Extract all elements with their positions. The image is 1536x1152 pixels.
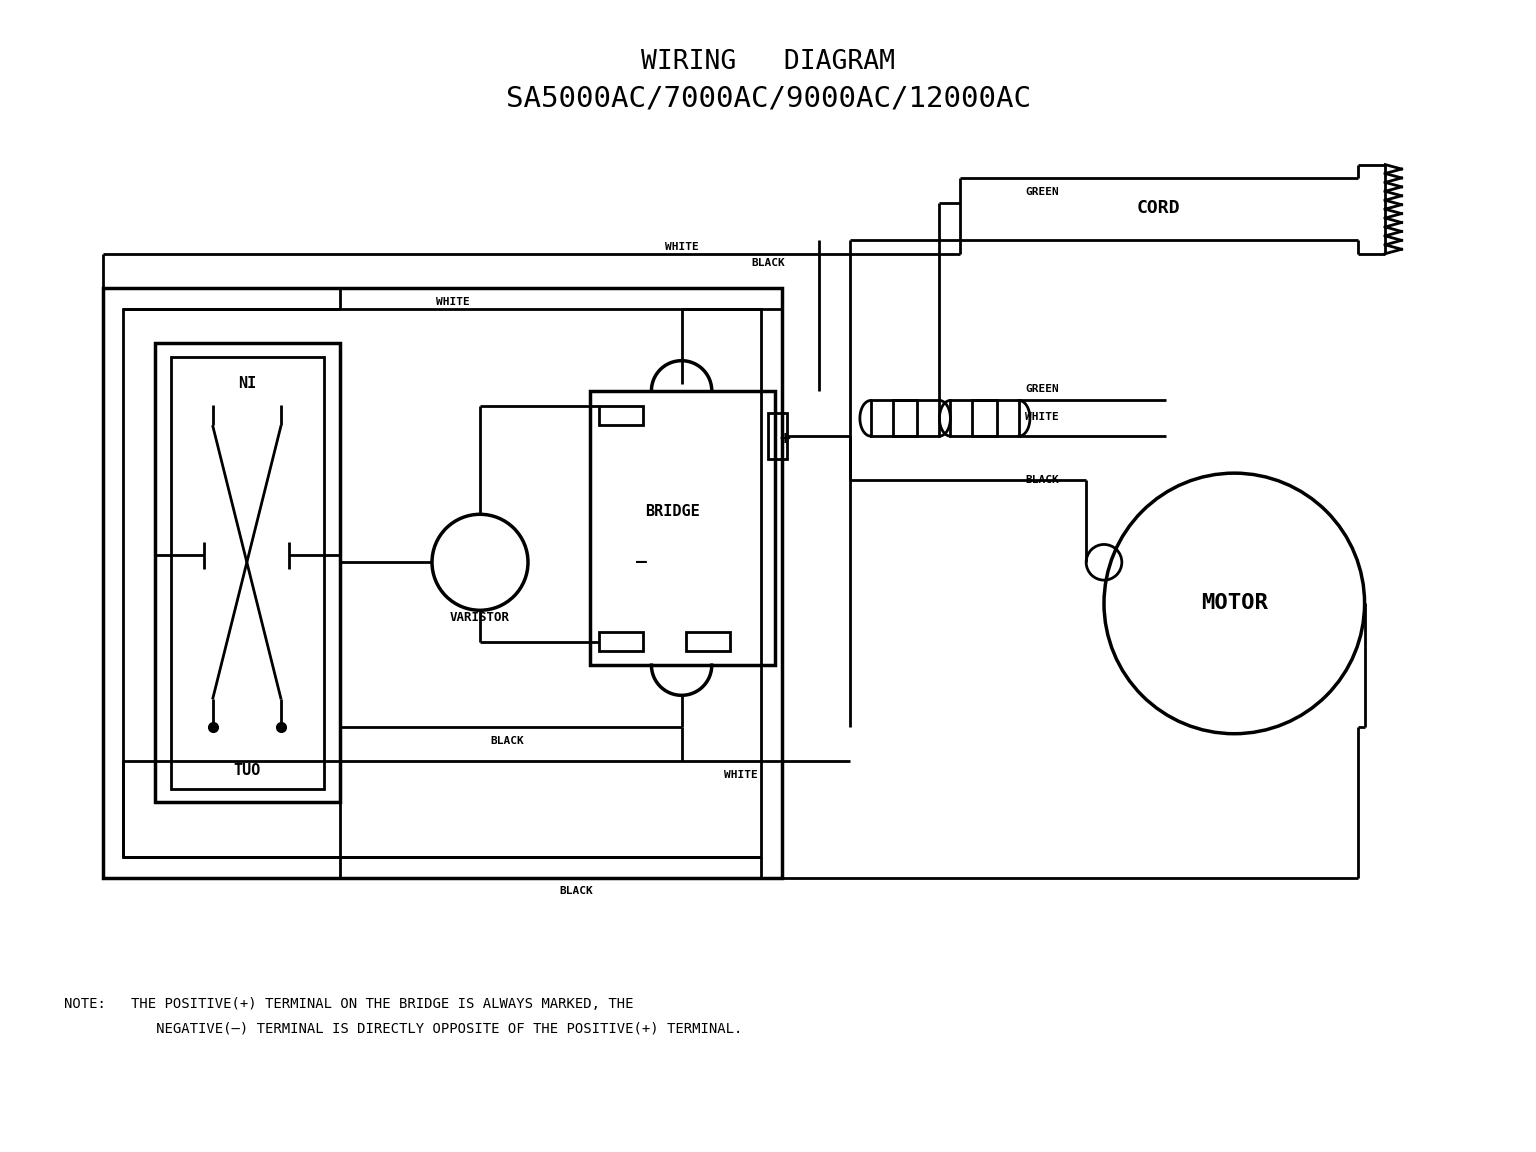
Text: BLACK: BLACK — [751, 258, 785, 268]
Bar — [599, 632, 644, 651]
Bar — [590, 391, 774, 665]
Text: GREEN: GREEN — [1026, 385, 1060, 394]
Text: WHITE: WHITE — [1026, 412, 1060, 422]
Text: GREEN: GREEN — [1026, 187, 1060, 197]
Text: WIRING   DIAGRAM: WIRING DIAGRAM — [641, 48, 895, 75]
Text: BLACK: BLACK — [1026, 475, 1060, 485]
Text: –: – — [636, 553, 647, 571]
Text: WHITE: WHITE — [723, 770, 757, 780]
Bar — [172, 357, 324, 789]
Bar — [951, 401, 1018, 437]
Text: MOTOR: MOTOR — [1201, 593, 1267, 613]
Text: SA5000AC/7000AC/9000AC/12000AC: SA5000AC/7000AC/9000AC/12000AC — [505, 85, 1031, 113]
Text: WHITE: WHITE — [436, 297, 470, 306]
Text: +: + — [779, 430, 790, 448]
Bar — [972, 401, 997, 437]
Bar — [103, 288, 782, 878]
Text: BRIDGE: BRIDGE — [645, 505, 699, 520]
Text: VARISTOR: VARISTOR — [450, 611, 510, 623]
Text: BLACK: BLACK — [490, 736, 524, 745]
Bar — [871, 401, 940, 437]
Bar — [768, 412, 786, 460]
Bar — [123, 309, 762, 857]
Text: TUO: TUO — [233, 764, 261, 779]
Text: CORD: CORD — [1137, 199, 1181, 218]
Text: WHITE: WHITE — [665, 242, 699, 252]
Bar — [892, 401, 917, 437]
Text: NEGATIVE(–) TERMINAL IS DIRECTLY OPPOSITE OF THE POSITIVE(+) TERMINAL.: NEGATIVE(–) TERMINAL IS DIRECTLY OPPOSIT… — [65, 1022, 743, 1036]
Text: NOTE:   THE POSITIVE(+) TERMINAL ON THE BRIDGE IS ALWAYS MARKED, THE: NOTE: THE POSITIVE(+) TERMINAL ON THE BR… — [65, 996, 634, 1011]
Text: BLACK: BLACK — [559, 886, 593, 896]
Text: NI: NI — [238, 377, 257, 392]
Bar — [155, 343, 339, 802]
Bar — [599, 406, 644, 425]
Bar — [685, 632, 730, 651]
